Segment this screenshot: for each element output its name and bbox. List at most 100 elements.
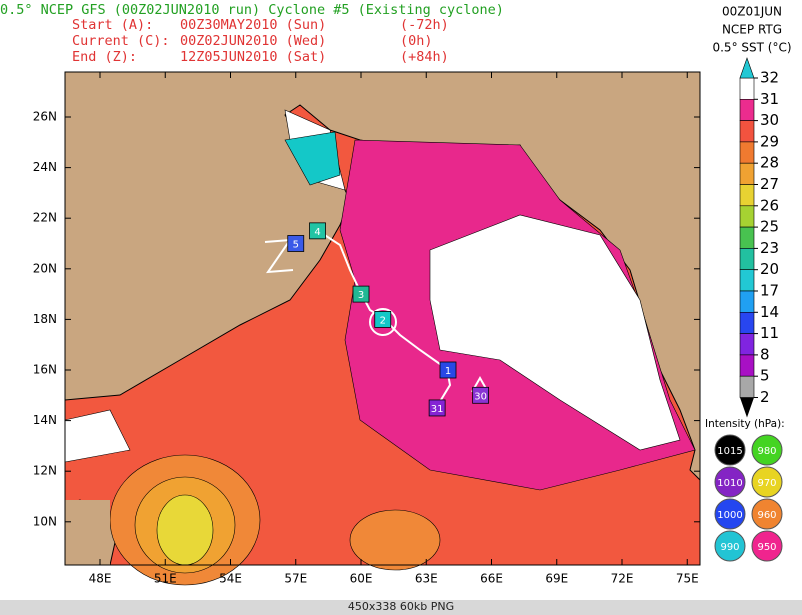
colorbar-label: 32 [760,69,779,87]
colorbar-segment [739,99,755,121]
track-label: 30 [474,391,487,402]
colorbar-label: 31 [760,90,779,108]
track-point [352,285,370,303]
colorbar-header: 0.5° SST (°C) [712,41,791,55]
track-points: 5 4 3 2 1 31 30 [287,222,490,417]
colorbar-segment [739,333,755,356]
gulf-cool [284,131,341,186]
lat-label: 12N [33,464,57,478]
lon-label: 57E [284,572,307,586]
lat-label: 16N [33,363,57,377]
lat-label: 22N [33,211,57,225]
colorbar-top [739,57,755,79]
colorbar-label: 11 [760,324,779,342]
lon-label: 54E [219,572,242,586]
intensity-label: 950 [757,542,776,553]
header-field: Start (A): [72,17,153,33]
track-label: 4 [314,227,320,238]
colorbar-segment [739,248,755,270]
somalia [65,500,110,565]
colorbar-label: 25 [760,218,779,236]
track-loop [369,308,397,336]
sst-28b [349,509,441,571]
header-field: (+84h) [400,49,449,65]
header-field: 00Z02JUN2010 (Wed) [180,33,326,49]
lon-label: 66E [480,572,503,586]
sst-31 [429,214,681,451]
lat-label: 24N [33,160,57,174]
colorbar-label: 27 [760,175,779,193]
lat-label: 26N [33,110,57,124]
track-point [472,386,490,404]
title: 0.5° NCEP GFS (00Z02JUN2010 run) Cyclone… [0,2,504,18]
colorbar-segment [739,290,755,313]
colorbar-label: 30 [760,111,779,129]
colorbar-label: 28 [760,154,779,172]
intensity-label: 970 [757,478,776,489]
colorbar-segment [739,375,755,398]
lat-label: 20N [33,261,57,275]
header-field: Current (C): [72,33,170,49]
colorbar-header: 00Z01JUN [722,5,782,19]
footer: 450x338 60kb PNG [348,600,454,613]
header-rows: Start (A): 00Z30MAY2010 (Sun) (-72h) Curren… [72,17,449,65]
track-point [428,399,446,417]
map-frame [64,71,701,566]
intensity-swatch [751,434,783,466]
track-point [439,361,457,379]
colorbar-header: NCEP RTG [722,23,782,37]
colorbar-label: 14 [760,303,779,321]
intensity-label: 1000 [717,510,742,521]
sst-26 [156,494,214,566]
lon-label: 72E [611,572,634,586]
colorbar-segment [739,120,755,143]
colorbar-segment [739,162,755,185]
header-field: 12Z05JUN2010 (Sat) [180,49,326,65]
intensity-title: Intensity (hPa): [705,418,785,430]
lon-label: 69E [545,572,568,586]
colorbar-label: 26 [760,196,779,214]
lon-label: 51E [154,572,177,586]
colorbar-label: 20 [760,260,779,278]
track-point [374,310,392,328]
header-field: 00Z30MAY2010 (Sun) [180,17,326,33]
track-label: 2 [380,315,386,326]
track-point [287,235,305,252]
track-label: 31 [431,404,444,415]
colorbar-label: 5 [760,367,770,385]
colorbar-segment [739,354,755,377]
header-field: (-72h) [400,17,449,33]
lat-label: 14N [33,413,57,427]
lon-label: 75E [676,572,699,586]
intensity-legend: Intensity (hPa): 1015 980 1010 970 1000 960 990… [705,418,785,562]
intensity-swatch [714,498,746,530]
colorbar-segment [739,269,755,292]
colorbar-label: 23 [760,239,779,257]
intensity-swatch [751,530,783,562]
intensity-swatch [751,466,783,498]
intensity-label: 990 [720,542,739,553]
colorbar-bottom [740,397,754,418]
colorbar-segment [739,141,755,164]
lat-label: 18N [33,312,57,326]
colorbar-label: 29 [760,132,779,150]
header-field: (0h) [400,33,433,49]
track-point [309,222,326,240]
lon-label: 60E [350,572,373,586]
axes: 26N 24N 22N 20N 18N 16N 14N 12N 10N 48E 51E 54E 57E 6… [33,72,700,586]
intensity-swatch [714,530,746,562]
colorbar-segment [739,311,755,334]
colorbar-segment [739,184,755,207]
intensity-swatch [751,498,783,530]
intensity-label: 960 [757,510,776,521]
lat-label: 10N [33,514,57,528]
track-end [264,238,294,274]
track-label: 1 [445,366,451,377]
colorbar-segment [739,226,755,249]
intensity-label: 980 [757,446,776,457]
colorbar-label: 8 [760,345,770,363]
colorbar-label: 2 [760,388,770,406]
lon-label: 63E [415,572,438,586]
